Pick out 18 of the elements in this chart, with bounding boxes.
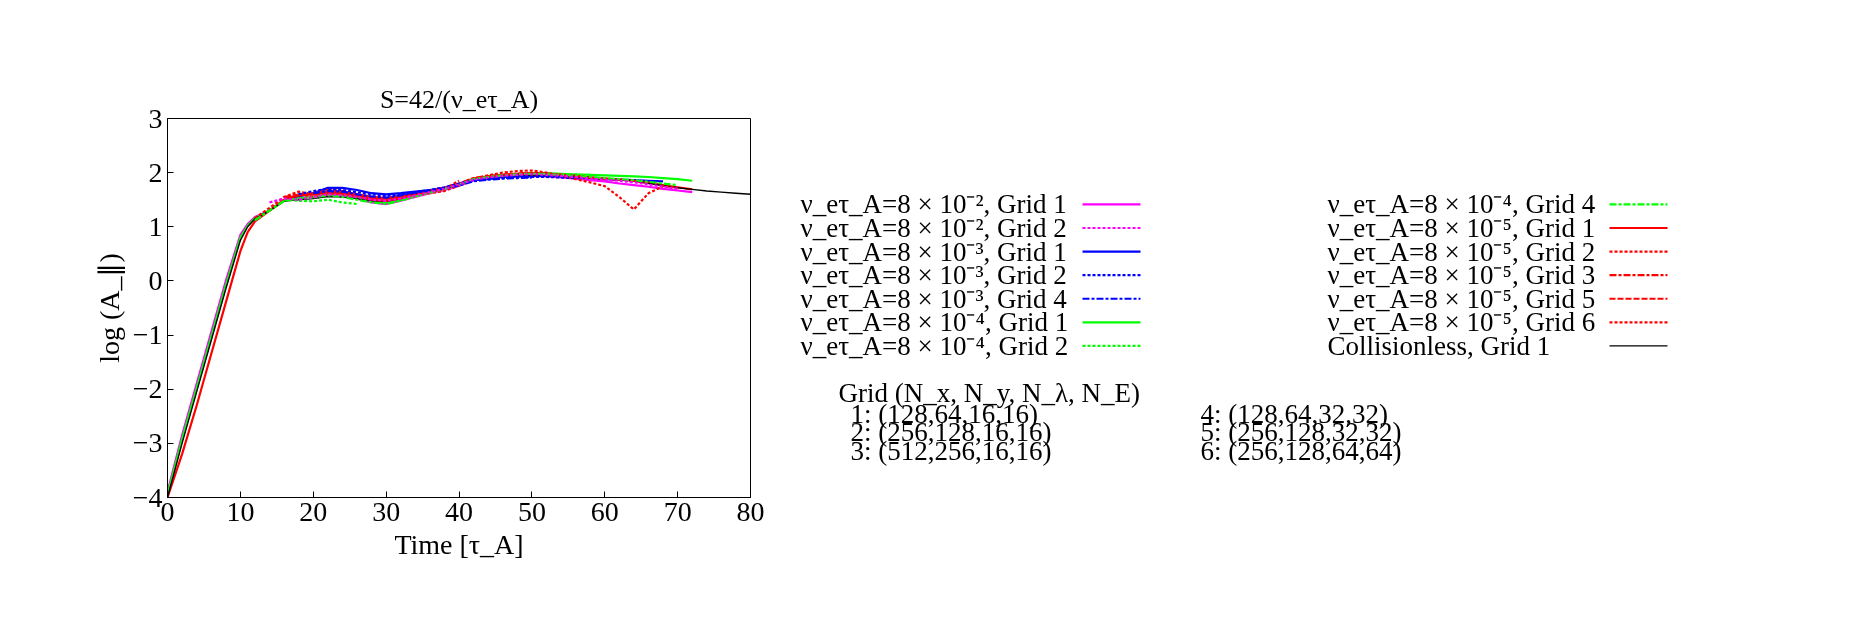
y-tick-label: −3 [132, 427, 163, 459]
y-tick-label: −1 [132, 319, 163, 351]
x-tick-label: 60 [590, 495, 619, 527]
y-tick-label: 1 [148, 210, 163, 242]
y-tick-label: −2 [132, 373, 163, 405]
x-tick-label: 70 [663, 495, 692, 527]
y-tick-label: 2 [148, 156, 163, 188]
chart-title: S=42/(ν_eτ_A) [379, 84, 539, 114]
y-tick-label: 3 [148, 102, 163, 134]
x-tick-label: 40 [445, 495, 473, 527]
x-tick-label: 20 [299, 495, 328, 527]
x-tick-label: 80 [736, 495, 765, 527]
y-axis-title: log (A_∥) [93, 253, 125, 363]
y-tick-label: 0 [148, 264, 163, 296]
x-tick-label: 30 [372, 495, 401, 527]
x-tick-label: 50 [517, 495, 546, 527]
x-axis-title: Time [τ_A] [394, 528, 524, 560]
x-tick-label: 10 [226, 495, 255, 527]
